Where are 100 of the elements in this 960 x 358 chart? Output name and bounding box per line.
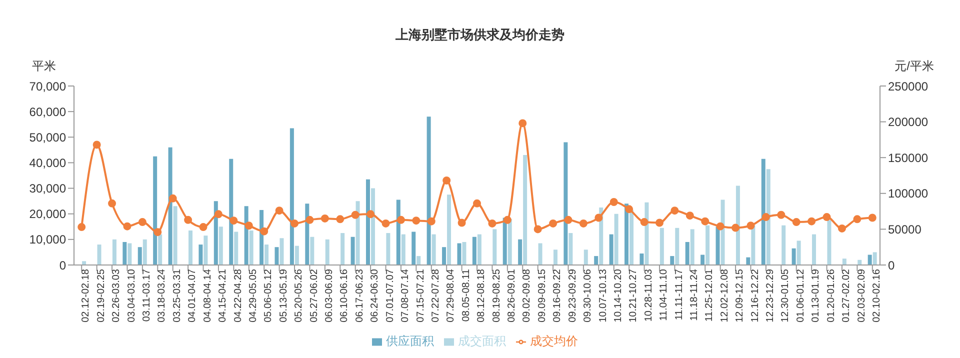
y2-tick-label: 0 <box>888 258 895 272</box>
point <box>154 228 162 236</box>
point <box>564 216 572 224</box>
point <box>412 216 420 225</box>
y-tick-label: 50,000 <box>29 130 66 144</box>
point <box>366 210 375 218</box>
x-tick-label: 12.09-12.15 <box>734 268 746 322</box>
bar <box>234 232 238 265</box>
x-tick-label: 07.15-07.21 <box>415 268 426 322</box>
bar <box>218 226 223 265</box>
x-tick-label: 06.10-06.16 <box>339 268 350 322</box>
x-tick-label: 11.11-11.17 <box>674 268 685 320</box>
legend-label: 成交面积 <box>458 334 506 348</box>
bar <box>412 232 416 265</box>
bar <box>310 236 314 265</box>
bar <box>675 228 680 265</box>
x-tick-label: 06.24-06.30 <box>370 268 381 322</box>
bar <box>523 155 528 265</box>
bar <box>426 116 431 265</box>
bar <box>716 226 720 265</box>
bar <box>690 229 694 265</box>
x-tick-label: 01.27-02.02 <box>841 268 852 322</box>
y2-tick-label: 150000 <box>888 150 928 165</box>
bar <box>630 210 634 265</box>
point <box>640 218 648 226</box>
y-tick-label: 40,000 <box>29 156 66 170</box>
point <box>458 218 466 227</box>
bar <box>644 202 649 265</box>
point <box>701 217 710 226</box>
point <box>762 213 770 222</box>
x-tick-label: 11.18-11.24 <box>689 268 700 321</box>
bar <box>214 201 218 265</box>
bar <box>477 234 482 265</box>
x-tick-label: 02.26-03.03 <box>111 268 122 322</box>
point <box>868 214 876 222</box>
point <box>290 219 299 228</box>
bar <box>401 234 406 265</box>
point <box>549 219 558 228</box>
bar <box>761 158 766 265</box>
x-tick-label: 02.19-02.25 <box>96 268 107 322</box>
bar <box>158 234 162 265</box>
bar <box>736 186 740 265</box>
bar <box>122 242 127 265</box>
bar <box>249 230 254 265</box>
x-tick-label: 12.02-12.08 <box>719 268 730 322</box>
bar <box>624 204 629 265</box>
bar <box>370 188 375 265</box>
bar <box>614 214 618 265</box>
x-tick-label: 08.26-09.01 <box>506 268 518 322</box>
bar <box>720 200 725 265</box>
y-tick-label: 30,000 <box>29 182 66 196</box>
bar <box>153 156 158 265</box>
x-tick-label: 09.16-09.22 <box>552 268 564 322</box>
bar <box>868 254 872 265</box>
point <box>594 214 603 222</box>
x-tick-label: 04.22-04.28 <box>232 268 244 322</box>
x-tick-label: 03.25-03.31 <box>172 268 183 322</box>
point <box>686 212 694 220</box>
y-tick-label: 10,000 <box>29 232 66 247</box>
bar <box>264 244 269 265</box>
y2-axis-title: 元/平米 <box>894 58 934 75</box>
x-tick-label: 07.29-08.04 <box>446 268 457 322</box>
bar <box>350 236 355 265</box>
point <box>320 214 329 222</box>
x-tick-label: 08.05-08.11 <box>460 268 472 322</box>
x-tick-label: 10.07-10.13 <box>598 268 609 322</box>
point <box>108 199 116 208</box>
bar <box>568 233 573 265</box>
bar <box>812 234 816 265</box>
x-tick-label: 03.04-03.10 <box>126 268 138 322</box>
x-tick-label: 06.03-06.09 <box>324 268 336 322</box>
y-tick-label: 60,000 <box>29 104 66 119</box>
x-tick-label: 12.30-01.05 <box>780 268 792 322</box>
point <box>336 215 344 224</box>
bar <box>142 239 147 265</box>
x-tick-label: 10.14-10.20 <box>612 268 624 322</box>
x-tick-label: 06.17-06.23 <box>354 268 366 322</box>
x-tick-label: 02.03-02.09 <box>856 268 868 322</box>
point <box>214 210 222 218</box>
bar <box>112 239 116 265</box>
bar <box>796 240 801 265</box>
point <box>306 216 314 224</box>
bar <box>660 228 664 265</box>
x-tick-label: 01.13-01.19 <box>810 268 822 322</box>
point <box>579 219 588 228</box>
point <box>382 219 390 228</box>
point <box>92 140 101 149</box>
point <box>716 222 724 230</box>
bar <box>356 201 360 265</box>
y-tick-label: 20,000 <box>29 207 66 222</box>
bar <box>746 257 750 265</box>
x-tick-label: 07.22-07.28 <box>430 268 442 322</box>
bar <box>782 225 786 265</box>
bar <box>97 244 102 265</box>
x-tick-label: 08.12-08.18 <box>476 268 488 322</box>
point <box>184 216 192 224</box>
point <box>610 198 618 206</box>
x-tick-label: 05.27-06.02 <box>308 268 320 322</box>
point <box>351 210 360 219</box>
y2-tick-label: 200000 <box>888 115 928 130</box>
